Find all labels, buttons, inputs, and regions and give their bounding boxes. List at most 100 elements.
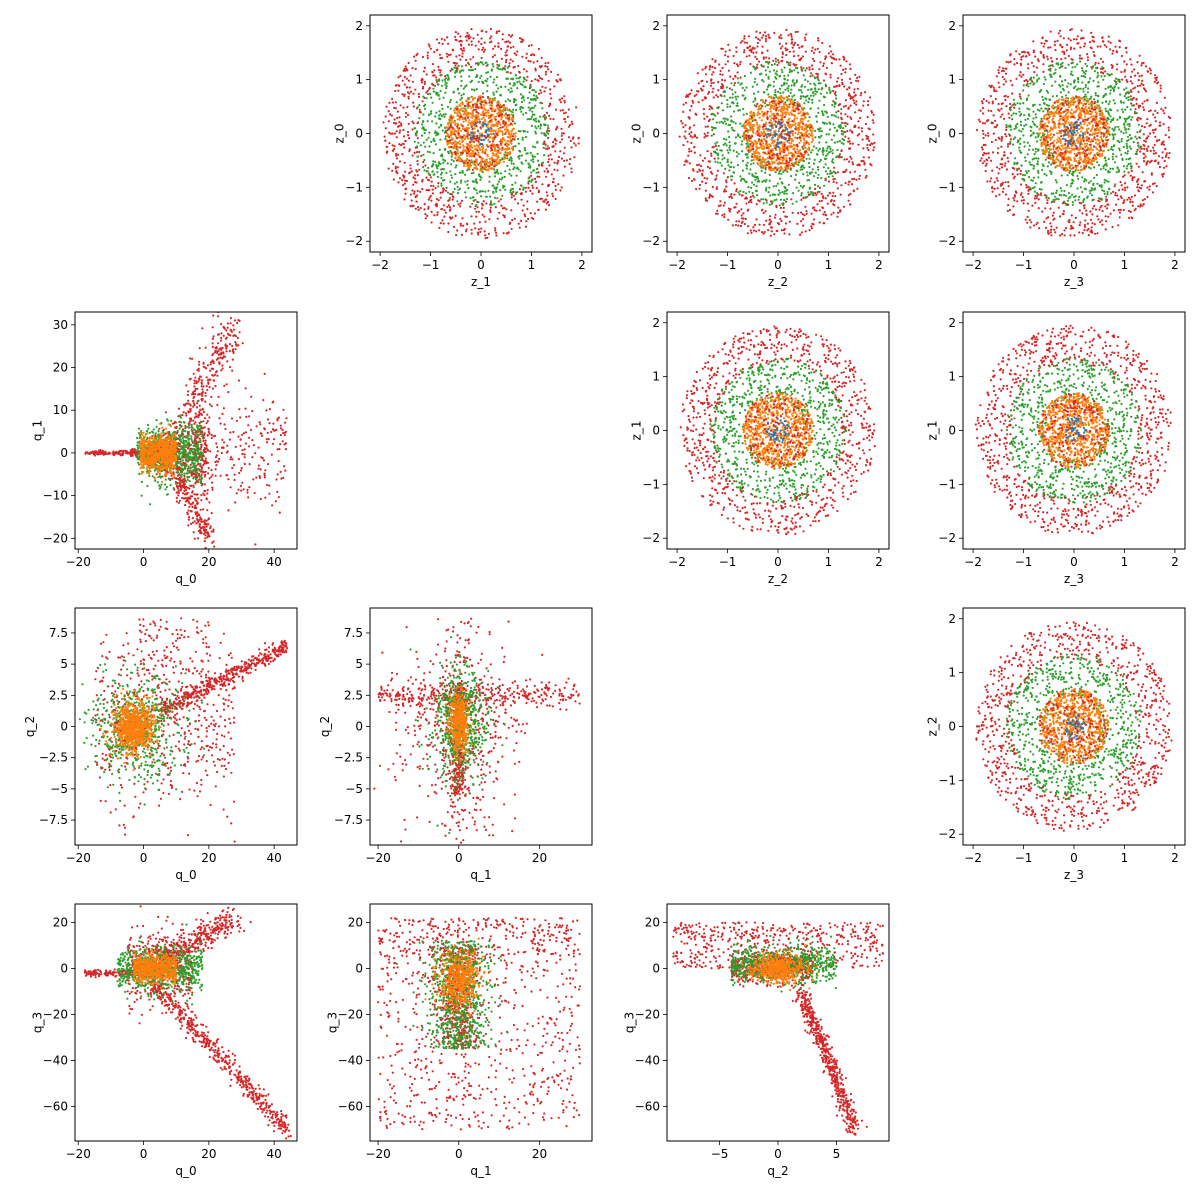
x-tick-label: −2: [371, 258, 389, 272]
data-point: [762, 65, 765, 68]
data-point: [818, 209, 821, 212]
data-point: [532, 106, 536, 109]
data-point: [543, 154, 546, 157]
data-point: [798, 159, 801, 162]
data-point: [414, 207, 417, 210]
data-point: [458, 103, 461, 107]
data-point: [480, 138, 483, 142]
data-point: [798, 141, 801, 144]
data-point: [756, 180, 759, 183]
data-point: [524, 186, 528, 189]
data-point: [772, 104, 775, 108]
data-point: [713, 150, 717, 153]
data-point: [476, 114, 479, 118]
data-point: [768, 218, 771, 221]
data-point: [744, 153, 747, 156]
data-point: [421, 100, 424, 103]
data-point: [791, 154, 794, 157]
data-point: [755, 230, 758, 233]
data-point: [435, 205, 438, 208]
data-point: [710, 126, 714, 129]
data-point: [501, 136, 504, 140]
data-point: [492, 81, 495, 84]
data-point: [499, 140, 502, 143]
data-point: [744, 180, 747, 183]
data-point: [553, 168, 556, 171]
data-point: [731, 224, 735, 227]
data-point: [840, 130, 843, 133]
data-point: [495, 149, 498, 152]
data-point: [481, 204, 484, 207]
data-point: [553, 138, 556, 141]
data-point: [828, 88, 831, 91]
data-point: [873, 146, 876, 149]
data-point: [694, 135, 697, 138]
data-point: [532, 160, 535, 163]
data-point: [516, 202, 520, 205]
data-point: [538, 92, 541, 95]
data-point: [518, 157, 521, 160]
data-point: [444, 159, 447, 162]
data-point: [774, 130, 777, 133]
data-point: [833, 166, 836, 169]
data-point: [801, 145, 804, 148]
data-point: [455, 101, 458, 104]
data-point: [790, 35, 793, 38]
data-point: [492, 190, 495, 193]
data-point: [732, 101, 735, 104]
data-point: [701, 79, 704, 82]
data-point: [479, 190, 482, 193]
data-point: [483, 134, 486, 138]
data-point: [789, 111, 792, 114]
data-point: [775, 154, 779, 157]
data-point: [437, 65, 440, 68]
data-point: [844, 99, 848, 102]
data-point: [501, 194, 504, 197]
data-point: [499, 123, 502, 126]
data-point: [429, 47, 432, 50]
data-point: [791, 202, 794, 205]
data-point: [756, 41, 760, 45]
data-point: [822, 113, 825, 116]
data-point: [764, 188, 768, 191]
data-point: [445, 82, 448, 85]
data-point: [792, 103, 795, 106]
data-point: [398, 131, 401, 134]
data-point: [748, 134, 751, 137]
data-point: [732, 77, 735, 80]
data-point: [510, 147, 514, 150]
data-point: [497, 104, 500, 107]
data-point: [444, 91, 447, 94]
data-point: [755, 185, 758, 188]
data-point: [795, 107, 799, 110]
data-point: [1154, 152, 1157, 155]
data-point: [511, 120, 515, 123]
data-point: [800, 231, 804, 234]
data-point: [737, 191, 740, 194]
data-point: [860, 130, 864, 133]
data-point: [503, 114, 506, 117]
data-point: [724, 63, 727, 66]
data-point: [477, 118, 480, 121]
data-point: [731, 93, 734, 96]
data-point: [439, 196, 442, 199]
data-point: [783, 78, 787, 81]
data-point: [404, 179, 407, 182]
data-point: [505, 49, 509, 52]
data-point: [493, 168, 496, 171]
data-point: [459, 202, 462, 205]
data-point: [509, 191, 512, 194]
data-point: [526, 130, 529, 133]
data-point: [706, 115, 709, 118]
data-point: [459, 108, 462, 111]
data-point: [749, 229, 752, 232]
data-point: [438, 226, 441, 229]
data-point: [461, 171, 464, 174]
data-point: [741, 86, 744, 90]
data-point: [761, 45, 764, 48]
data-point: [783, 112, 786, 115]
data-point: [471, 68, 474, 72]
data-point: [463, 111, 466, 115]
data-point: [478, 137, 481, 140]
data-point: [726, 149, 729, 152]
